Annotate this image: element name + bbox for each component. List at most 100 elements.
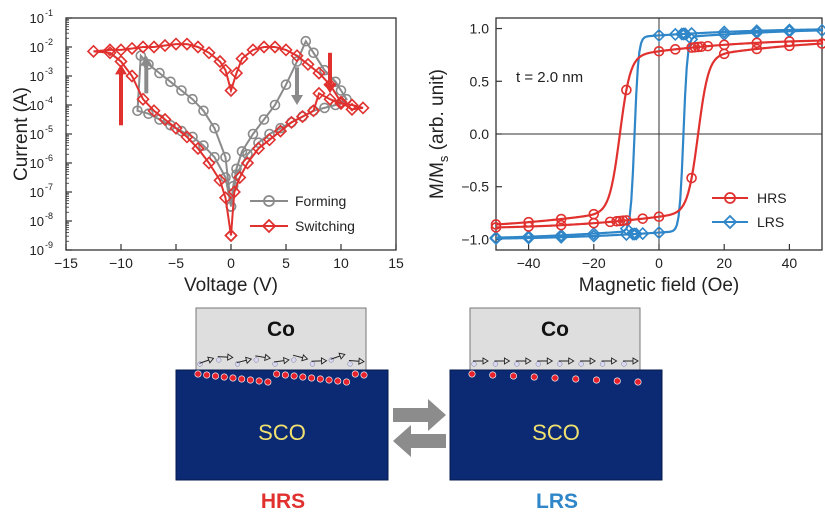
iv-y-axis-label: Current (A) xyxy=(11,87,32,181)
iv-point-switching xyxy=(233,170,247,185)
iv-y-tick-exponent: -6 xyxy=(45,153,53,163)
iv-point-switching xyxy=(279,43,293,57)
mh-point-hrs xyxy=(692,41,704,53)
vacancy-dot xyxy=(613,377,621,385)
spin-arrow-head xyxy=(282,356,290,365)
mh-point-lrs xyxy=(554,230,568,244)
mh-point-hrs xyxy=(617,215,629,226)
mh-point-lrs xyxy=(521,230,536,244)
iv-point-forming xyxy=(143,108,154,119)
vacancy-dot xyxy=(351,370,359,378)
iv-x-tick-label: −15 xyxy=(54,255,78,271)
spin-arrow-head xyxy=(589,357,597,365)
iv-x-axis-label: Voltage (V) xyxy=(184,275,278,296)
iv-point-switching xyxy=(202,46,216,60)
iv-y-tick-label: 10 xyxy=(30,156,44,171)
iv-point-switching xyxy=(240,156,255,170)
iv-point-switching xyxy=(235,51,249,66)
vacancy-dot xyxy=(273,370,281,378)
iv-point-switching xyxy=(125,41,139,56)
iv-point-switching xyxy=(312,86,326,101)
mh-x-tick-label: 0 xyxy=(655,255,663,271)
iv-point-switching xyxy=(191,141,205,156)
spin-arrow-icon xyxy=(199,356,215,364)
mh-point-hrs xyxy=(689,42,701,53)
iv-direction-arrowhead xyxy=(140,55,153,66)
iv-point-forming xyxy=(220,172,231,183)
iv-point-switching xyxy=(290,49,304,63)
mh-point-lrs xyxy=(554,228,568,242)
mh-point-hrs xyxy=(653,45,665,57)
iv-point-forming xyxy=(187,93,198,105)
vacancy-dot xyxy=(229,374,237,382)
spin-arrow-shaft xyxy=(255,355,266,358)
iv-y-tick-exponent: -2 xyxy=(45,37,53,47)
interface-dot xyxy=(514,361,520,367)
iv-point-forming xyxy=(231,163,242,175)
mh-x-tick-label: 20 xyxy=(716,255,732,271)
iv-series xyxy=(86,35,370,243)
mh-point-lrs xyxy=(652,225,666,240)
spin-arrow-head xyxy=(611,357,618,365)
iv-point-switching xyxy=(345,98,359,112)
mh-y-axis-label: M/Ms (arb. unit) xyxy=(427,69,451,199)
iv-direction-arrowhead xyxy=(115,64,127,75)
interface-dot xyxy=(557,361,563,367)
iv-point-switching xyxy=(158,38,172,53)
iv-point-switching xyxy=(86,44,101,58)
co-label-left: Co xyxy=(267,318,295,341)
iv-y-tick-exponent: -8 xyxy=(45,211,53,221)
vacancy-dot xyxy=(308,374,316,382)
switch-arrow-left xyxy=(393,425,446,457)
sco-substrate-right xyxy=(449,369,663,481)
legend-hrs-marker xyxy=(724,192,736,204)
mh-y-tick-label: 0.5 xyxy=(470,73,490,89)
iv-point-forming xyxy=(242,149,253,160)
iv-point-forming xyxy=(236,146,248,157)
mh-x-tick-label: 40 xyxy=(782,255,798,271)
interface-dot xyxy=(535,361,541,367)
vacancy-dot xyxy=(592,376,600,384)
iv-point-switching xyxy=(284,115,299,130)
iv-point-switching xyxy=(158,112,172,127)
vacancy-dot xyxy=(281,371,289,379)
iv-point-switching xyxy=(323,92,337,106)
interface-dot xyxy=(291,357,297,363)
interface-dot xyxy=(234,361,241,367)
mh-y-tick-label: −1.0 xyxy=(461,231,489,247)
iv-point-switching xyxy=(229,66,244,80)
iv-y-tick-exponent: -7 xyxy=(45,182,53,192)
iv-point-switching xyxy=(125,69,139,83)
iv-point-forming xyxy=(264,128,275,140)
spin-arrow-shaft xyxy=(273,360,285,363)
lrs-state-label: LRS xyxy=(536,490,578,513)
interface-dot xyxy=(253,357,259,363)
spin-arrow-icon xyxy=(273,356,290,365)
iv-point-forming xyxy=(291,56,303,67)
mh-point-lrs xyxy=(750,24,764,38)
iv-series-line-switching xyxy=(93,43,364,236)
spin-arrow-icon xyxy=(580,357,597,365)
mh-y-tick-label: 1.0 xyxy=(470,21,490,37)
iv-y-tick-exponent: -3 xyxy=(45,66,53,76)
iv-point-switching xyxy=(213,173,227,188)
mh-point-hrs xyxy=(702,40,714,52)
iv-y-tick-label: 10 xyxy=(30,185,44,200)
spin-arrow-icon xyxy=(292,353,309,362)
iv-point-forming xyxy=(198,105,209,117)
iv-x-tick-label: −10 xyxy=(109,255,133,271)
interface-dot xyxy=(599,361,606,367)
iv-point-switching xyxy=(312,66,326,80)
iv-point-switching xyxy=(147,40,161,54)
spin-arrow-icon xyxy=(330,352,346,360)
iv-legend: Forming Switching xyxy=(250,193,355,234)
legend-forming-marker xyxy=(263,195,275,207)
mh-point-hrs xyxy=(686,172,697,184)
iv-point-forming xyxy=(220,151,231,163)
mh-x-tick-label: −40 xyxy=(517,255,541,271)
mh-point-hrs xyxy=(686,42,697,53)
mh-point-hrs xyxy=(490,219,502,230)
interface-left xyxy=(194,352,368,386)
spin-arrow-icon xyxy=(348,357,365,365)
